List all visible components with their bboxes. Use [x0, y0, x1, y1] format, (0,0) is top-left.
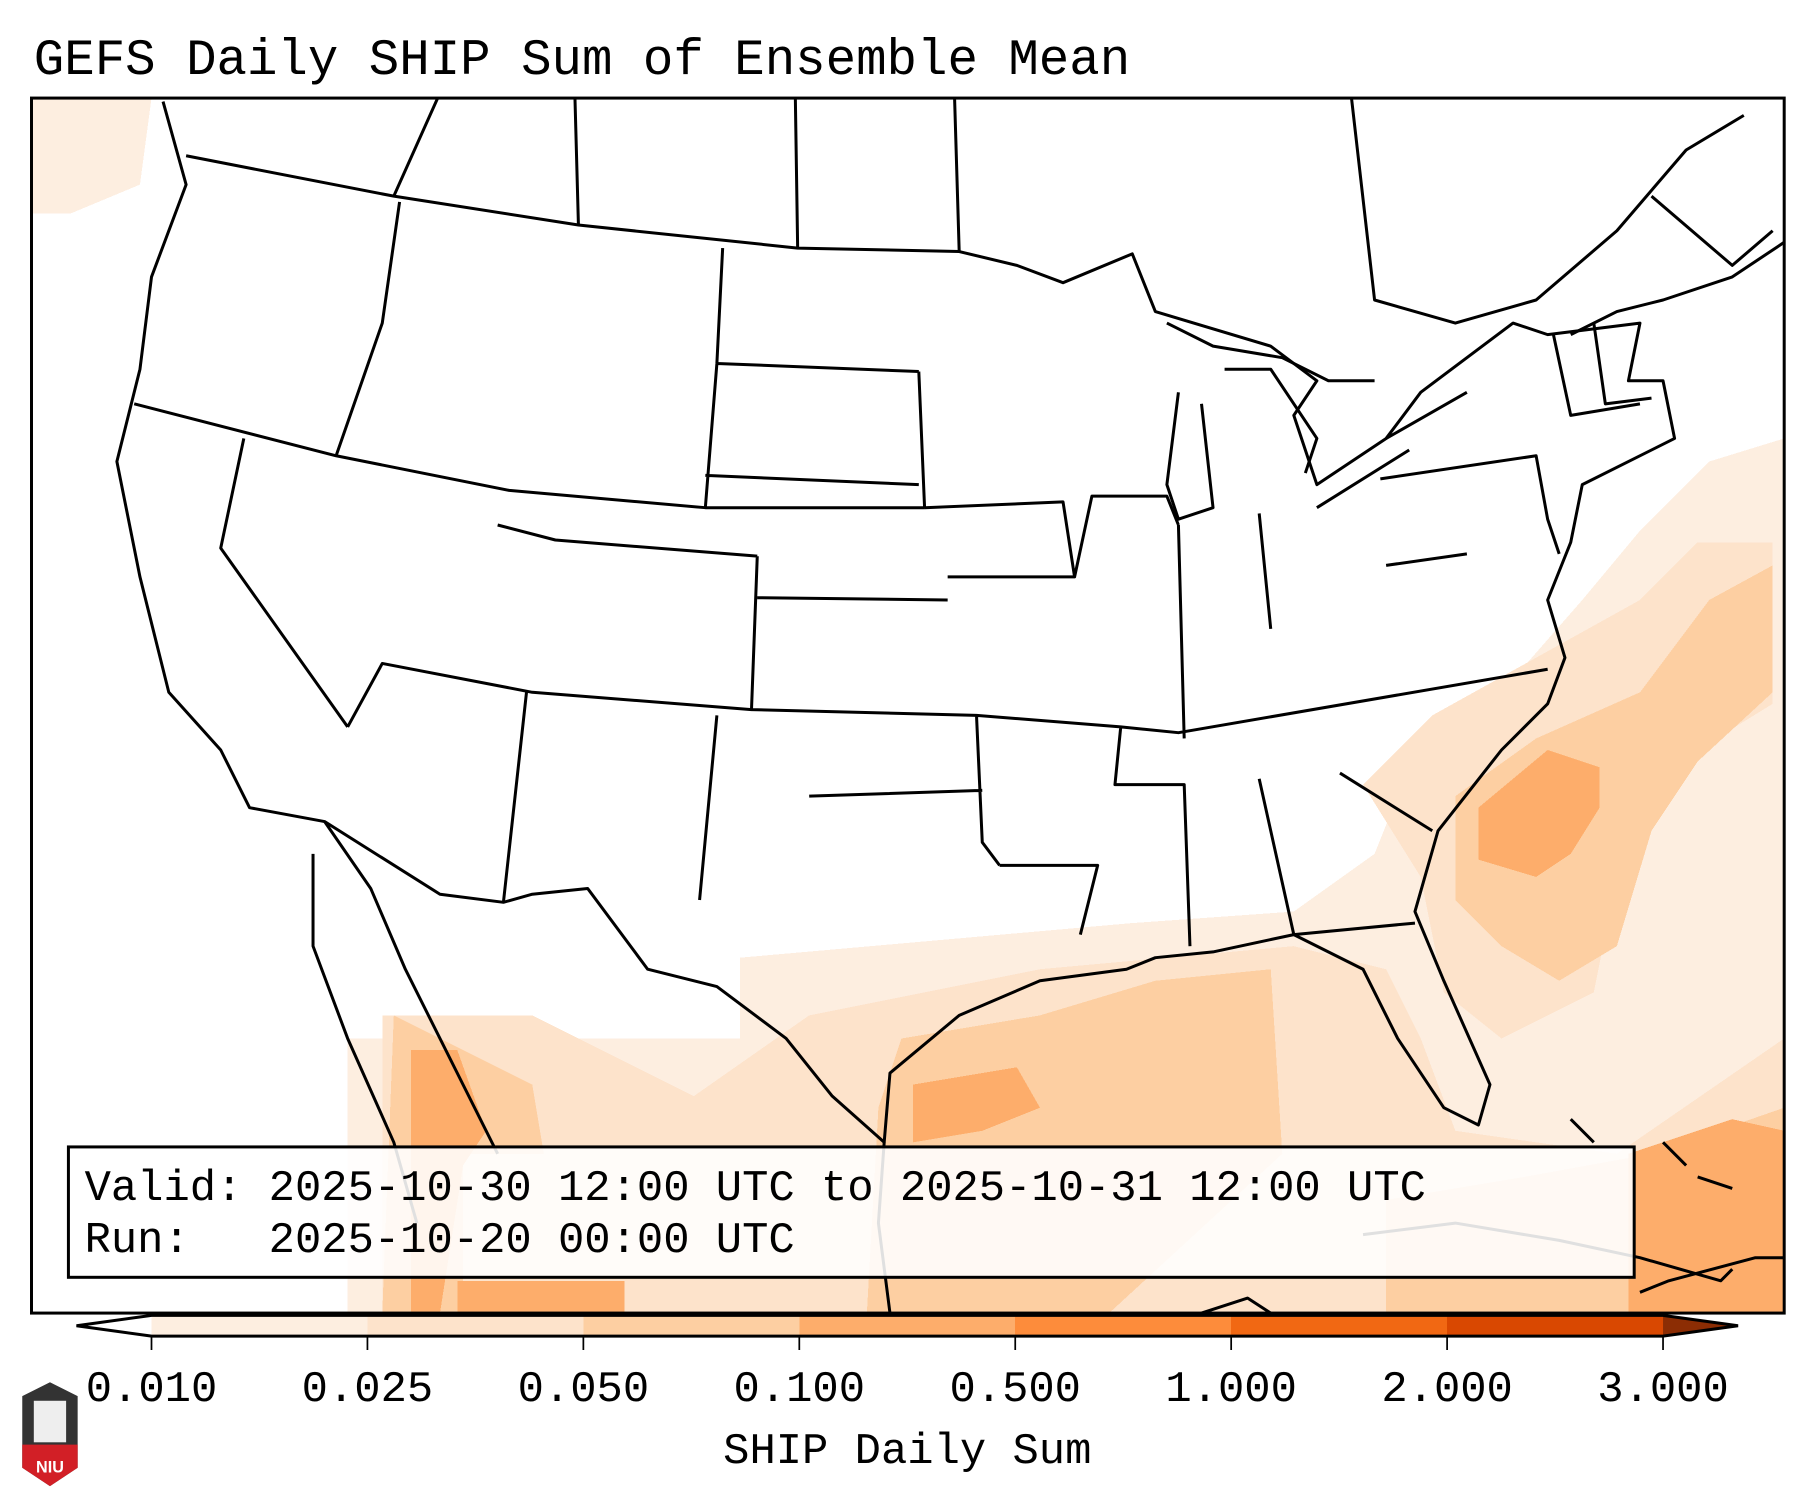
colorbar-tick-label: 2.000: [1381, 1366, 1513, 1415]
valid-time-text: Valid: 2025-10-30 12:00 UTC to 2025-10-3…: [85, 1165, 1426, 1214]
colorbar-tick-label: 0.010: [86, 1366, 218, 1415]
colorbar-segment: [367, 1315, 584, 1337]
colorbar-segment: [799, 1315, 1016, 1337]
colorbar-tick-label: 0.050: [518, 1366, 650, 1415]
great-lakes: [1165, 321, 1468, 521]
colorbar-segment: [151, 1315, 369, 1337]
chart-title: GEFS Daily SHIP Sum of Ensemble Mean: [34, 33, 1130, 90]
canada-outline: [1350, 97, 1786, 336]
niu-logo: NIU: [22, 1382, 78, 1487]
state-lines: [133, 97, 1652, 947]
colorbar-tick-label: 0.500: [949, 1366, 1081, 1415]
colorbar-tick-label: 0.025: [302, 1366, 434, 1415]
map-frame: [30, 96, 1786, 1315]
colorbar-extend-under: [76, 1315, 152, 1337]
colorbar-segment: [1231, 1315, 1448, 1337]
run-time-text: Run: 2025-10-20 00:00 UTC: [85, 1217, 795, 1266]
colorbar-tick-label: 0.100: [734, 1366, 866, 1415]
colorbar-tick-label: 1.000: [1165, 1366, 1297, 1415]
info-box: Valid: 2025-10-30 12:00 UTC to 2025-10-3…: [66, 1145, 1636, 1279]
colorbar-segment: [1015, 1315, 1232, 1337]
map-area: [30, 96, 1786, 1315]
niu-logo-text: NIU: [36, 1458, 64, 1476]
colorbar: 0.010 0.025 0.050 0.100 0.500 1.000 2.000 3.000: [76, 1313, 1739, 1415]
colorbar-segment: [1447, 1315, 1664, 1337]
us-outline: [115, 101, 1677, 1144]
mexico-outline: [311, 820, 1272, 1315]
colorbar-segment: [583, 1315, 800, 1337]
colorbar-extend-over: [1663, 1315, 1739, 1337]
colorbar-label: SHIP Daily Sum: [723, 1428, 1091, 1477]
colorbar-tick-label: 3.000: [1597, 1366, 1729, 1415]
